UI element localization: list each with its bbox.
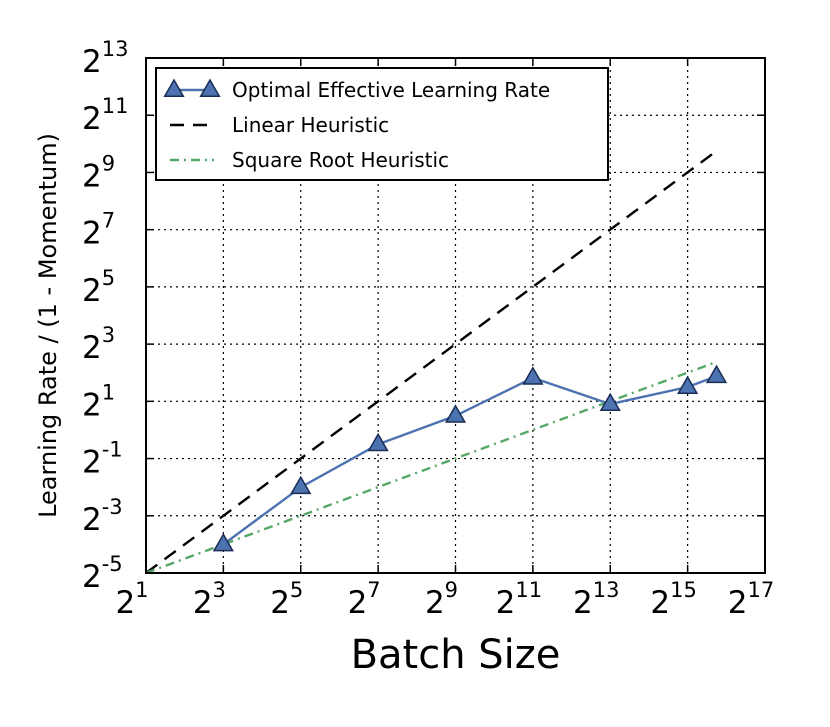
x-tick-label: 21 [115, 578, 148, 621]
plot-area [145, 150, 728, 575]
legend-box [155, 67, 609, 181]
y-axis: 2-5 2-3 2-1 21 23 25 27 29 211 213 [82, 37, 765, 595]
series-marker [367, 432, 389, 452]
y-tick-label: 2-3 [82, 495, 123, 538]
legend-marker [199, 78, 221, 97]
series-marker [705, 364, 728, 384]
x-tick-label: 213 [573, 578, 619, 621]
series-line-1 [145, 150, 718, 574]
series-marker [599, 392, 621, 412]
series-marker [444, 404, 467, 423]
y-tick-label: 213 [82, 37, 128, 80]
series-marker [522, 366, 544, 385]
legend: Optimal Effective Learning Rate Linear He… [155, 67, 609, 181]
legend-marker [163, 78, 185, 97]
y-tick-label: 211 [82, 94, 128, 137]
legend-label-1: Linear Heuristic [232, 113, 389, 137]
x-tick-label: 211 [496, 578, 542, 621]
y-tick-label: 21 [82, 380, 115, 423]
y-tick-label: 25 [82, 266, 115, 309]
y-tick-label: 23 [82, 323, 115, 366]
x-tick-label: 217 [728, 578, 774, 621]
x-tick-label: 23 [193, 578, 226, 621]
y-tick-label: 29 [82, 151, 115, 194]
series-line-0 [222, 375, 717, 546]
x-axis-label: Batch Size [351, 632, 561, 678]
y-axis-label: Learning Rate / (1 - Momentum) [34, 133, 62, 518]
y-tick-label: 27 [82, 209, 115, 252]
x-axis: 21 23 25 27 29 211 213 215 217 [115, 58, 774, 621]
x-tick-label: 215 [650, 578, 696, 621]
legend-label-0: Optimal Effective Learning Rate [232, 78, 550, 102]
legend-label-2: Square Root Heuristic [232, 148, 449, 172]
y-tick-label: 2-5 [82, 552, 123, 595]
series-line-2 [145, 360, 717, 575]
x-tick-label: 29 [425, 578, 458, 621]
series-marker [290, 475, 312, 495]
series-marker [677, 375, 699, 394]
x-tick-label: 27 [348, 578, 381, 621]
x-tick-label: 25 [270, 578, 303, 621]
series-marker [212, 532, 234, 552]
y-tick-label: 2-1 [82, 438, 123, 481]
